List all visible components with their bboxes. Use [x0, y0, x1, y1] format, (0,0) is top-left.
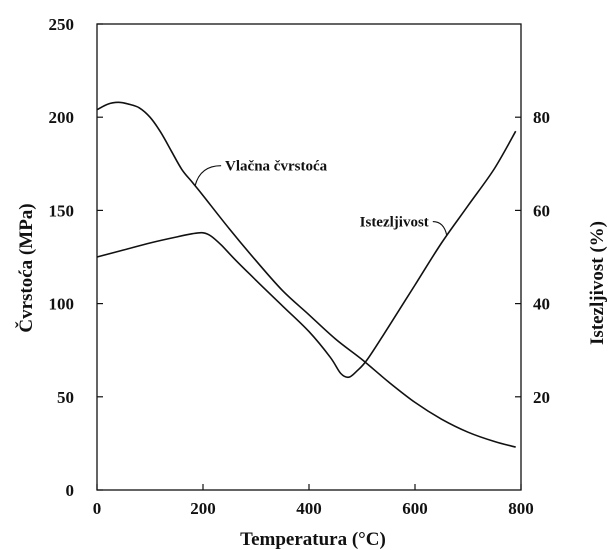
y-left-tick-label: 200	[49, 108, 75, 127]
y-left-tick-label: 250	[49, 15, 75, 34]
y-left-axis-title: Čvrstoća (MPa)	[15, 203, 37, 332]
y-right-tick-label: 20	[533, 388, 550, 407]
annotation-leader	[194, 165, 222, 186]
y-right-tick-label: 40	[533, 295, 550, 314]
x-tick-label: 0	[93, 499, 102, 518]
series-lines	[96, 101, 517, 448]
y-left-tick-label: 150	[49, 201, 75, 220]
x-ticks: 0 200 400 600 800	[93, 484, 534, 518]
x-tick-label: 200	[190, 499, 216, 518]
y-left-tick-label: 50	[57, 388, 74, 407]
elongation-label: Istezljivost	[360, 215, 429, 231]
x-tick-label: 400	[296, 499, 322, 518]
tensile-strength-label: Vlačna čvrstoća	[225, 159, 328, 175]
plot-frame	[96, 23, 522, 491]
y-right-axis-title: Istezljivost (%)	[587, 221, 608, 345]
tensile-strength-line	[96, 101, 516, 448]
y-right-tick-label: 60	[533, 201, 550, 220]
y-right-ticks: 20 40 60 80	[515, 108, 550, 407]
x-axis-title: Temperatura (°C)	[240, 529, 386, 550]
y-left-ticks: 0 50 100 150 200 250	[49, 15, 103, 500]
x-tick-label: 800	[508, 499, 534, 518]
annotations: Vlačna čvrstoća Istezljivost	[194, 159, 448, 236]
elongation-line	[96, 130, 517, 379]
annotation-leader	[432, 221, 448, 236]
y-right-tick-label: 80	[533, 108, 550, 127]
y-left-tick-label: 100	[49, 295, 75, 314]
x-tick-label: 600	[402, 499, 428, 518]
y-left-tick-label: 0	[66, 481, 75, 500]
